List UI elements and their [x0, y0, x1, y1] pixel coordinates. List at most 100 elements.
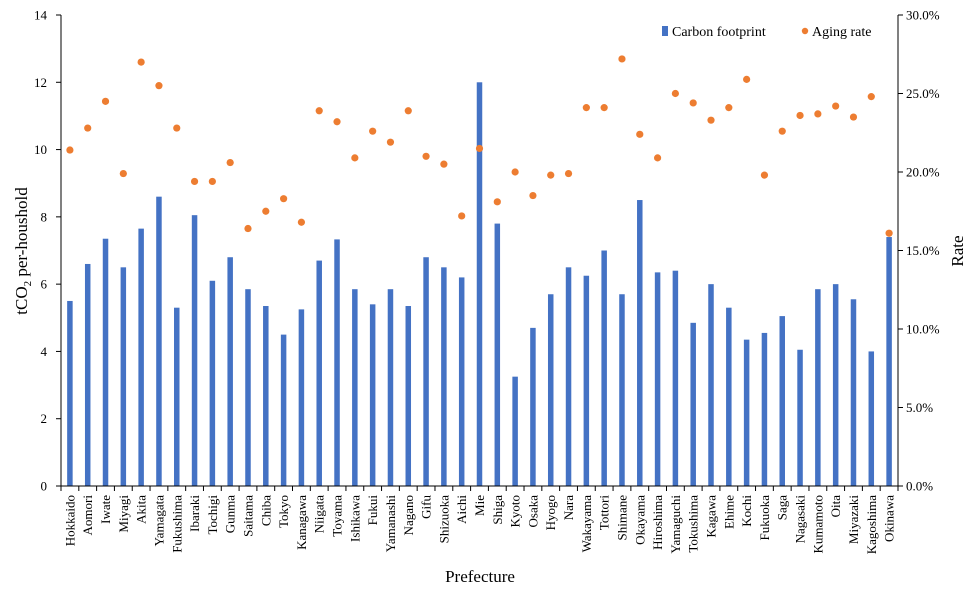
bar-tottori: [601, 250, 607, 486]
bar-okinawa: [886, 237, 892, 486]
aging-point-tottori: [600, 104, 608, 112]
bar-kochi: [743, 339, 750, 486]
x-tick-label-yamanashi: Yamanashi: [383, 495, 398, 553]
bar-iwate: [102, 238, 109, 486]
bar-mie: [476, 82, 483, 486]
x-tick-label-mie: Mie: [472, 495, 487, 516]
aging-point-wakayama: [582, 104, 590, 112]
aging-point-osaka: [529, 191, 537, 200]
aging-point-ehime: [725, 104, 733, 112]
aging-point-kagawa: [707, 116, 715, 124]
aging-point-okayama: [636, 130, 644, 138]
aging-point-yamanashi: [386, 138, 395, 146]
bar-fukui: [369, 304, 376, 486]
aging-point-hokkaido: [66, 146, 74, 154]
aging-point-kochi: [743, 75, 751, 83]
bar-kanagawa: [298, 309, 305, 487]
aging-point-tokyo: [280, 195, 288, 203]
x-tick-label-ibaraki: Ibaraki: [187, 495, 202, 532]
aging-point-kanagawa: [297, 218, 306, 226]
bar-tokushima: [690, 322, 696, 486]
bar-yamaguchi: [672, 270, 679, 486]
x-tick-label-wakayama: Wakayama: [579, 495, 594, 553]
bar-nagano: [405, 306, 412, 486]
aging-point-kumamoto: [814, 110, 822, 118]
legend: Carbon footprint Aging rate: [662, 25, 871, 40]
aging-point-okinawa: [885, 229, 893, 237]
aging-point-fukuoka: [760, 171, 769, 179]
x-tick-label-tokushima: Tokushima: [686, 495, 701, 553]
legend-label-aging-rate: Aging rate: [812, 25, 871, 40]
bar-oita: [832, 284, 839, 486]
bar-chiba: [263, 306, 269, 486]
bar-hokkaido: [67, 300, 73, 486]
x-tick-label-osaka: Osaka: [525, 495, 540, 528]
aging-point-fukushima: [173, 124, 181, 132]
aging-point-nagasaki: [796, 111, 804, 120]
legend-marker-aging-rate: [801, 27, 809, 35]
right-tick-label: 15.0%: [906, 243, 940, 258]
aging-point-miyagi: [119, 169, 127, 178]
bar-okayama: [637, 200, 643, 487]
bar-kagoshima: [868, 351, 875, 486]
bar-shimane: [619, 294, 625, 486]
x-tick-label-chiba: Chiba: [258, 495, 273, 526]
right-tick-label: 0.0%: [906, 479, 933, 494]
x-tick-label-niigata: Niigata: [312, 495, 327, 533]
x-tick-label-yamagata: Yamagata: [151, 495, 166, 547]
x-tick-label-nagasaki: Nagasaki: [793, 495, 808, 544]
bar-toyama: [334, 239, 340, 486]
x-tick-label-ishikawa: Ishikawa: [347, 495, 362, 542]
x-tick-label-tottori: Tottori: [597, 495, 612, 531]
bar-hiroshima: [654, 272, 661, 486]
bar-niigata: [316, 260, 322, 486]
x-tick-label-kagawa: Kagawa: [704, 495, 719, 538]
left-tick-label: 8: [41, 209, 48, 224]
x-tick-label-tokyo: Tokyo: [276, 495, 291, 528]
aging-point-shimane: [618, 55, 626, 63]
x-tick-label-toyama: Toyama: [330, 495, 345, 537]
x-tick-label-kyoto: Kyoto: [508, 495, 523, 528]
x-tick-label-oita: Oita: [828, 495, 843, 518]
x-tick-label-miyazaki: Miyazaki: [846, 495, 861, 544]
aging-point-kyoto: [511, 168, 519, 176]
bar-nara: [565, 267, 572, 486]
right-tick-label: 10.0%: [906, 322, 940, 337]
aging-point-toyama: [333, 118, 341, 126]
left-tick-label: 4: [41, 344, 48, 359]
right-tick-label: 20.0%: [906, 165, 940, 180]
x-tick-label-shiga: Shiga: [490, 495, 505, 525]
aging-point-saitama: [244, 224, 252, 233]
x-tick-label-kanagawa: Kanagawa: [294, 495, 309, 550]
x-tick-label-kumamoto: Kumamoto: [810, 495, 825, 554]
x-tick-label-hiroshima: Hiroshima: [650, 495, 665, 550]
bar-kyoto: [512, 376, 518, 486]
aging-point-shiga: [493, 198, 501, 206]
aging-point-tochigi: [208, 177, 216, 186]
aging-point-mie: [475, 144, 484, 153]
x-tick-label-fukuoka: Fukuoka: [757, 495, 772, 541]
x-tick-label-nagano: Nagano: [401, 495, 416, 535]
bar-ibaraki: [191, 215, 198, 487]
bar-tochigi: [209, 280, 216, 486]
x-tick-label-saitama: Saitama: [240, 495, 255, 537]
aging-point-hyogo: [547, 171, 555, 179]
x-tick-label-kagoshima: Kagoshima: [864, 495, 879, 554]
aging-point-nagano: [404, 107, 412, 115]
bar-yamanashi: [387, 289, 394, 486]
aging-point-hiroshima: [653, 154, 662, 162]
left-tick-label: 0: [41, 479, 48, 494]
left-tick-label: 6: [41, 277, 48, 292]
right-tick-label: 30.0%: [906, 8, 940, 23]
aging-point-niigata: [315, 107, 323, 115]
legend-swatch-carbon-footprint: [662, 26, 668, 36]
x-tick-label-yamaguchi: Yamaguchi: [668, 495, 683, 554]
bar-fukuoka: [761, 332, 768, 486]
x-tick-label-okayama: Okayama: [632, 495, 647, 545]
aging-point-ishikawa: [351, 154, 359, 162]
x-tick-label-ehime: Ehime: [721, 495, 736, 529]
right-axis-ticks: 0.0% 5.0% 10.0% 15.0% 20.0% 25.0% 30.0%: [898, 8, 940, 494]
bar-miyagi: [120, 267, 127, 486]
bar-osaka: [530, 327, 536, 486]
